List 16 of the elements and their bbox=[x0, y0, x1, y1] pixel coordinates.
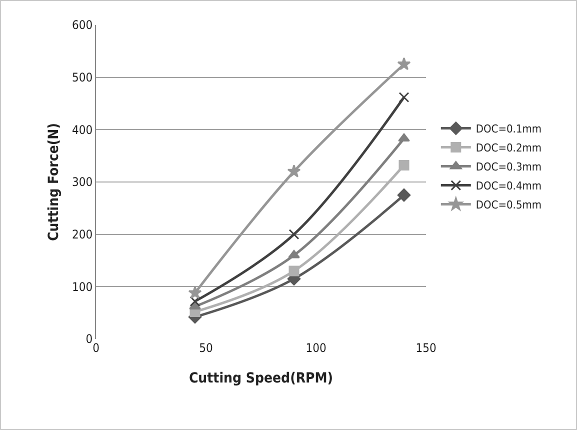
x-tick-label: 100 bbox=[306, 341, 326, 355]
y-tick-label: 200 bbox=[72, 228, 93, 242]
y-tick-label: 100 bbox=[72, 280, 93, 294]
y-tick-label: 300 bbox=[72, 175, 93, 190]
legend-label: DOC=0.4mm bbox=[476, 180, 542, 193]
x-tick-label: 50 bbox=[199, 341, 213, 355]
y-axis-title: Cutting Force(N) bbox=[46, 123, 62, 241]
legend-label: DOC=0.1mm bbox=[476, 122, 542, 136]
x-tick-label: 150 bbox=[416, 341, 436, 355]
legend-label: DOC=0.2mm bbox=[476, 142, 542, 155]
x-axis-title: Cutting Speed(RPM) bbox=[188, 370, 334, 386]
legend-label: DOC=0.3mm bbox=[476, 160, 542, 174]
legend-label: DOC=0.5mm bbox=[476, 198, 542, 212]
y-tick-label: 400 bbox=[72, 122, 93, 137]
y-tick-label: 500 bbox=[72, 70, 93, 85]
y-tick-label: 600 bbox=[72, 18, 93, 32]
